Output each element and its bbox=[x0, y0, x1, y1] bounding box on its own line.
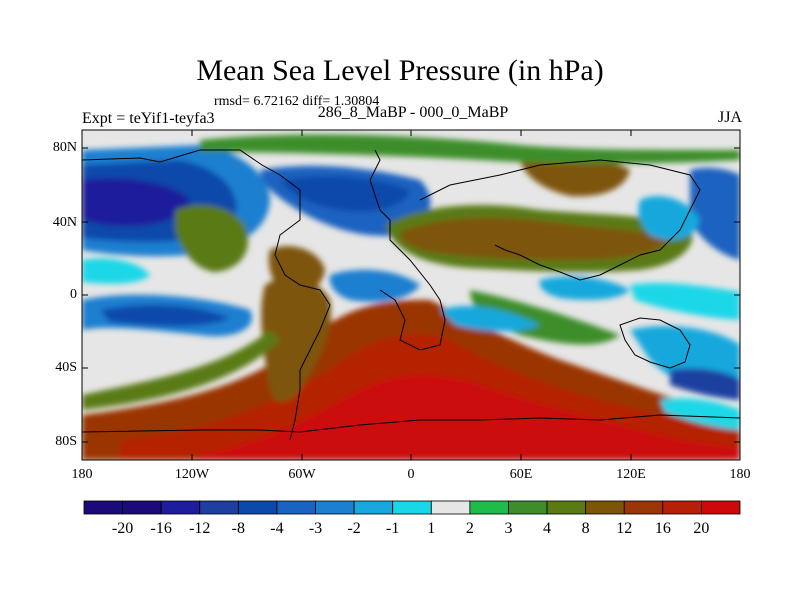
coastline-antarctica bbox=[82, 414, 740, 433]
colorbar-box bbox=[623, 500, 664, 515]
colorbar-box bbox=[122, 500, 162, 515]
colorbar-box bbox=[160, 500, 201, 515]
lat-label-40n: 40N bbox=[52, 215, 77, 230]
lon-label-60e: 60E bbox=[509, 467, 533, 482]
colorbar-label: 8 bbox=[581, 520, 590, 537]
map-title: Mean Sea Level Pressure (in hPa) bbox=[196, 54, 604, 87]
colorbar-box bbox=[662, 500, 702, 515]
colorbar-label: -2 bbox=[347, 520, 361, 537]
pressure-field bbox=[82, 130, 740, 460]
colorbar-box bbox=[546, 500, 587, 515]
lat-label-80s: 80S bbox=[55, 434, 77, 449]
comparison-label: 286_8_MaBP - 000_0_MaBP bbox=[317, 104, 509, 121]
colorbar-label: -16 bbox=[150, 520, 172, 537]
season-label: JJA bbox=[717, 109, 742, 126]
lat-label-40s: 40S bbox=[55, 360, 77, 375]
colorbar-label: 4 bbox=[543, 520, 552, 537]
lon-label-60w: 60W bbox=[288, 467, 316, 482]
coastline-americas bbox=[82, 149, 331, 441]
lon-label-180w: 180 bbox=[71, 467, 93, 482]
colorbar-label: -1 bbox=[386, 520, 400, 537]
colorbar-label: 16 bbox=[654, 520, 671, 537]
colorbar-label: -3 bbox=[308, 520, 323, 537]
colorbar-label: -20 bbox=[111, 520, 134, 537]
lat-label-0: 0 bbox=[70, 287, 77, 302]
colorbar-box bbox=[83, 500, 123, 515]
lon-label-180e: 180 bbox=[729, 467, 751, 482]
colorbar-box bbox=[585, 500, 625, 515]
colorbar-box bbox=[199, 500, 239, 515]
lon-label-120w: 120W bbox=[174, 467, 210, 482]
colorbar-box bbox=[276, 500, 316, 515]
colorbar-box bbox=[469, 500, 509, 515]
colorbar-box bbox=[392, 500, 432, 515]
stats-text: rmsd= 6.72162 diff= 1.30804 bbox=[214, 94, 380, 109]
axis-ticks bbox=[81, 130, 741, 460]
colorbar-label: 20 bbox=[693, 520, 710, 537]
colorbar-label: -4 bbox=[270, 520, 284, 537]
lat-label-80n: 80N bbox=[52, 140, 77, 155]
colorbar-box bbox=[430, 500, 471, 515]
colorbar-label: 1 bbox=[427, 520, 436, 537]
colorbar bbox=[83, 500, 741, 515]
colorbar-label: 2 bbox=[465, 520, 474, 537]
coastline-europe-africa bbox=[369, 149, 446, 351]
lon-label-0: 0 bbox=[407, 467, 415, 482]
colorbar-box bbox=[508, 500, 548, 515]
colorbar-label: -8 bbox=[231, 520, 245, 537]
experiment-label: Expt = teYif1-teyfa3 bbox=[82, 110, 215, 127]
colorbar-box bbox=[353, 500, 394, 515]
coastlines bbox=[82, 149, 740, 441]
coastline-asia bbox=[419, 159, 701, 281]
lon-label-120e: 120E bbox=[616, 467, 646, 482]
coastline-australia bbox=[619, 317, 691, 369]
colorbar-box bbox=[701, 500, 741, 515]
colorbar-label: 12 bbox=[616, 520, 633, 537]
colorbar-label: 3 bbox=[504, 520, 513, 537]
colorbar-box bbox=[315, 500, 355, 515]
colorbar-label: -12 bbox=[189, 520, 211, 537]
colorbar-box bbox=[237, 500, 278, 515]
